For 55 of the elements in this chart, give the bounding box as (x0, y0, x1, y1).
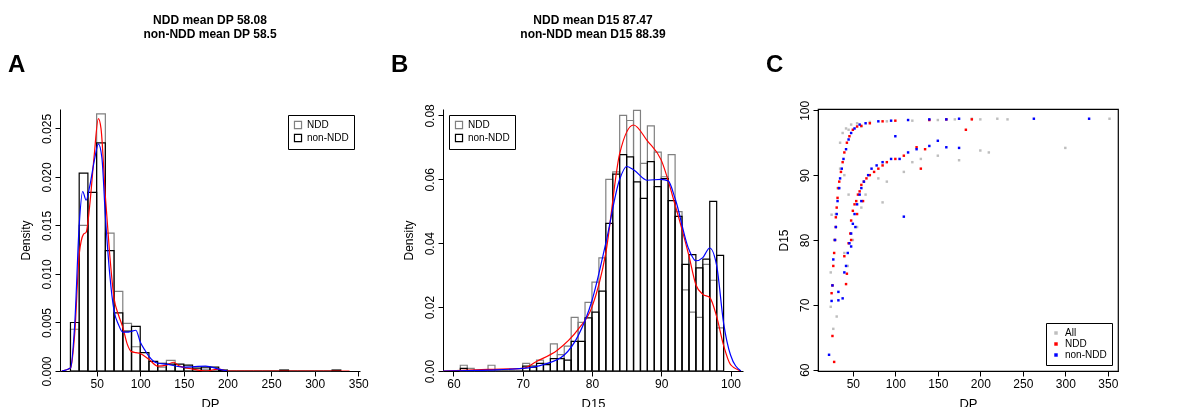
y-tick-label: 0.010 (39, 259, 54, 290)
y-tick-label: 0.06 (422, 167, 437, 192)
legend-label: NDD (1065, 338, 1087, 349)
y-tick-label: 0.00 (422, 359, 437, 384)
x-tick-label: 100 (130, 376, 152, 391)
legend-label: NDD (307, 119, 329, 130)
y-tick-label: 0.02 (422, 295, 437, 320)
x-axis-title: DP (201, 395, 220, 407)
x-tick-label: 100 (721, 376, 742, 391)
y-tick-label: 0.015 (39, 210, 54, 241)
y-axis-title: Density (18, 220, 33, 261)
text: A (8, 50, 26, 77)
x-tick-label: 80 (585, 376, 600, 391)
x-axis-title: DP (959, 395, 978, 407)
y-tick-label: 0.000 (39, 356, 54, 387)
y-tick-label: 70 (797, 298, 812, 313)
legend-label: non-NDD (468, 132, 510, 143)
y-tick-label: 60 (797, 363, 812, 377)
x-tick-label: 150 (928, 376, 949, 391)
x-tick-label: 300 (1055, 376, 1077, 391)
x-tick-label: 100 (885, 376, 907, 391)
x-tick-label: 350 (348, 376, 370, 391)
x-axis-title: D15 (581, 395, 606, 407)
x-tick-label: 250 (1013, 376, 1034, 391)
chart-subtitle: non-NDD mean D15 88.39 (520, 27, 667, 41)
x-tick-label: 70 (516, 376, 531, 391)
legend-label: NDD (468, 119, 490, 130)
chart-subtitle: non-NDD mean DP 58.5 (143, 27, 277, 41)
x-tick-label: 200 (217, 376, 239, 391)
y-axis-title: D15 (776, 229, 791, 252)
x-tick-label: 250 (261, 376, 282, 391)
legend-label: All (1065, 327, 1077, 338)
text: B (391, 50, 409, 77)
text: C (766, 50, 784, 77)
x-tick-label: 350 (1098, 376, 1119, 391)
chart-title: NDD mean DP 58.08 (153, 13, 268, 27)
y-tick-label: 100 (797, 100, 812, 121)
x-tick-label: 50 (846, 376, 861, 391)
x-tick-label: 150 (174, 376, 195, 391)
y-axis-title: Density (401, 220, 416, 261)
y-tick-label: 0.025 (39, 113, 54, 144)
x-tick-label: 60 (447, 376, 461, 391)
legend-label: non-NDD (1065, 349, 1107, 360)
y-tick-label: 0.04 (422, 231, 437, 256)
x-tick-label: 50 (90, 376, 105, 391)
legend-label: non-NDD (307, 132, 349, 143)
y-tick-label: 90 (797, 168, 812, 183)
y-tick-label: 0.08 (422, 103, 437, 128)
y-tick-label: 0.020 (39, 162, 54, 193)
x-tick-label: 200 (970, 376, 992, 391)
x-tick-label: 90 (655, 376, 669, 391)
y-tick-label: 80 (797, 233, 812, 248)
chart-title: NDD mean D15 87.47 (533, 13, 654, 27)
y-tick-label: 0.005 (39, 307, 54, 338)
x-tick-label: 300 (305, 376, 326, 391)
